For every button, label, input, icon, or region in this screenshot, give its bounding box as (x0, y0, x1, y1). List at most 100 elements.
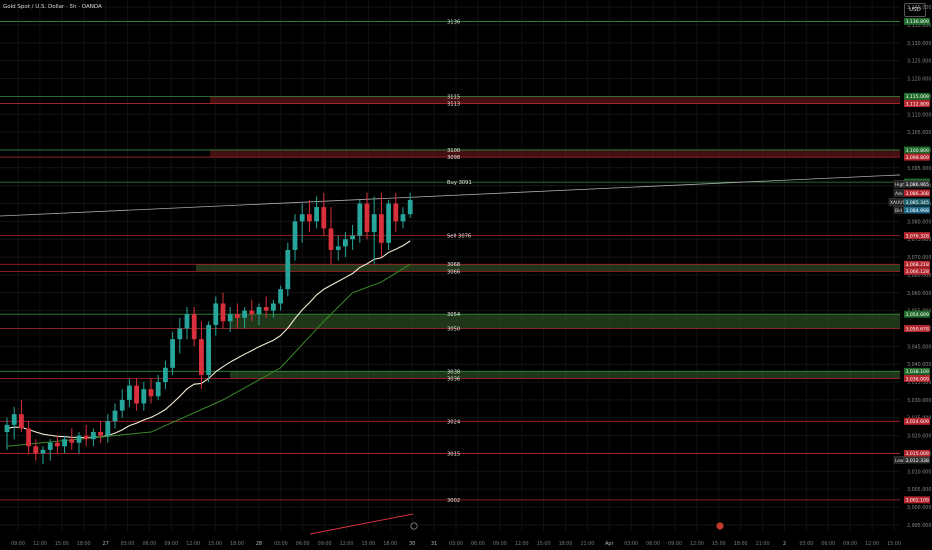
economic-event-icon[interactable] (716, 522, 724, 530)
price-tick-label: 3,060.000 (907, 291, 931, 297)
candle-body (386, 203, 391, 243)
price-tick-label: 3,030.000 (907, 398, 931, 404)
candle-body (400, 214, 406, 222)
time-tick-label: 12:00 (186, 541, 200, 547)
price-tick-label: 2,995.000 (907, 523, 931, 529)
price-tick-label: 3,035.000 (907, 380, 931, 386)
time-axis[interactable]: 09:00 12:00 15:00 18:00 27 03:00 06:00 09:00 12:… (0, 532, 901, 550)
candle-body (371, 214, 377, 233)
candle-body (343, 239, 348, 247)
level-label: 3066 (447, 269, 460, 275)
drawn-red-line[interactable] (309, 513, 414, 535)
candle-body (249, 310, 255, 315)
price-tag-prefix: Bid (895, 208, 902, 214)
candle-body (91, 432, 96, 440)
trendline-line[interactable] (0, 174, 901, 217)
price-tick-label: 3,105.000 (907, 130, 931, 136)
candle-body (299, 214, 305, 222)
level-axis-tag-label: 3,050.678 (906, 326, 929, 332)
price-tag-prefix: Low (895, 458, 904, 464)
candle-body (83, 435, 89, 440)
candle-body (47, 442, 53, 450)
candle-body (407, 199, 413, 215)
candle-body (242, 310, 247, 318)
level-label: 3113 (447, 102, 460, 108)
candle-body (119, 399, 125, 411)
level-axis-tag-label: 3,098.809 (906, 155, 929, 161)
level-axis-tag (904, 324, 930, 332)
candle-body (163, 367, 168, 383)
candle-body (256, 307, 262, 315)
time-tick-label: 31 (431, 541, 437, 547)
event-marker-icon[interactable] (410, 522, 418, 530)
candle-body (55, 442, 60, 447)
time-tick-label: 28 (256, 541, 262, 547)
time-tick-label: 09:00 (11, 541, 25, 547)
time-tick-label: 12:00 (865, 541, 879, 547)
level-label: 3100 (447, 148, 460, 154)
time-tick-label: 12:00 (515, 541, 529, 547)
time-tick-label: 15:00 (537, 541, 551, 547)
level-axis-tag-label: 3,115.009 (906, 94, 929, 100)
price-tag-bg (904, 206, 930, 214)
time-tick-label: 18:00 (559, 541, 573, 547)
level-axis-tag (904, 100, 930, 108)
price-tag-bg (904, 198, 930, 206)
price-tick-label: 3,095.000 (907, 166, 931, 172)
level-axis-tag (904, 267, 930, 275)
candle-body (263, 307, 269, 311)
candle-body (307, 214, 312, 222)
level-axis-tag (904, 232, 930, 240)
level-axis-tag-label: 3,002.109 (906, 498, 929, 504)
candle-body (40, 449, 46, 454)
candle-body (191, 314, 197, 340)
candle-body (26, 428, 31, 447)
level-axis-tag-label: 3,066.128 (906, 269, 929, 275)
price-tag-bg (904, 180, 930, 188)
level-axis-tag (904, 310, 930, 318)
time-tick-label: 09:00 (164, 541, 178, 547)
level-label: 3054 (447, 312, 461, 318)
price-tag-bg (904, 189, 930, 197)
price-tag-label: 3,086.965 (906, 182, 929, 188)
price-tick-label: 3,130.000 (907, 41, 931, 47)
time-tick-label: 2 (783, 541, 786, 547)
price-tick-label: 3,140.000 (907, 5, 931, 11)
level-label: 3098 (447, 155, 460, 161)
candle-body (19, 414, 24, 429)
price-tick-label: 3,045.000 (907, 344, 931, 350)
time-axis-bg (0, 532, 900, 550)
candle-body (292, 221, 298, 250)
candle-body (199, 339, 204, 375)
level-axis-tag (904, 496, 930, 504)
price-tick-label: 3,065.000 (907, 273, 931, 279)
price-tick-label: 3,120.000 (907, 77, 931, 83)
time-tick-label: 15:00 (361, 541, 375, 547)
time-tick-label: 18:00 (383, 541, 397, 547)
level-axis-tag-label: 3,036.009 (906, 376, 929, 382)
level-label: 3136 (447, 19, 460, 25)
time-tick-label: 09:00 (493, 541, 507, 547)
time-tick-label: 06:00 (646, 541, 660, 547)
level-label: Buy 3091 (447, 180, 472, 186)
trendline[interactable] (0, 174, 901, 217)
candle-body (184, 314, 190, 329)
level-lines (0, 21, 900, 501)
level-axis-tag-label: 3,024.609 (906, 419, 929, 425)
time-tick-label: 12:00 (690, 541, 704, 547)
candle-body (278, 289, 283, 304)
currency-button[interactable]: USD (904, 3, 926, 17)
level-axis-tag-label: 3,015.009 (906, 451, 929, 457)
candle-body (314, 207, 319, 222)
price-tag-label: 3,084.998 (906, 208, 929, 214)
price-tag-label: 3,012.338 (906, 458, 929, 464)
price-tick-label: 3,040.000 (907, 362, 931, 368)
ema-slow-line (6, 263, 411, 447)
zone (210, 96, 900, 104)
price-tag-bg (904, 456, 930, 464)
candle-body (11, 414, 17, 425)
price-tag-label: 3,085.345 (906, 200, 929, 206)
